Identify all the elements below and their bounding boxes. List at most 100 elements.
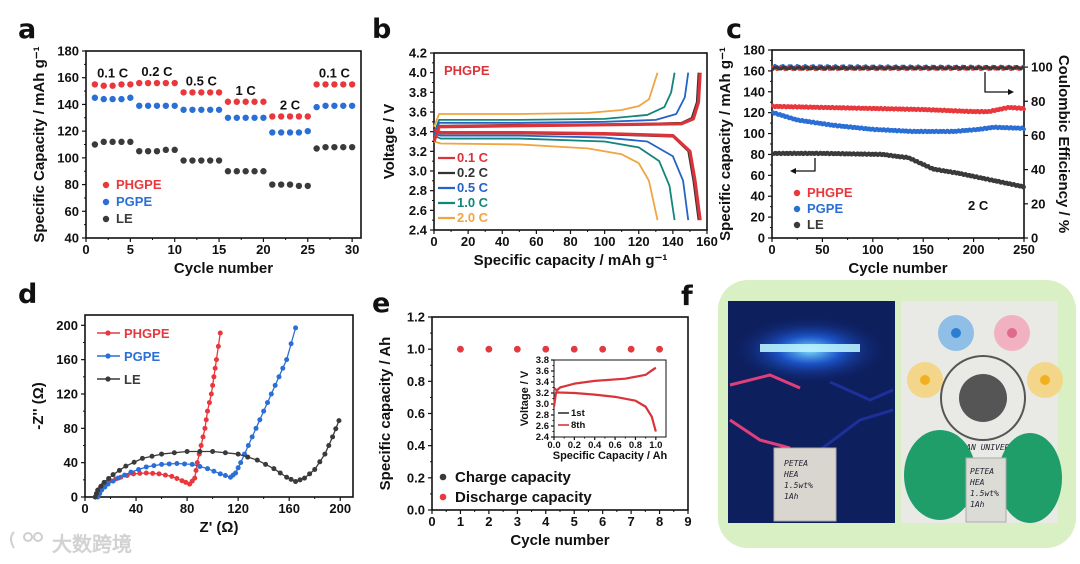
data-point	[127, 81, 134, 88]
y-tick-label: 40	[65, 231, 79, 246]
y-tick-label: 0.6	[407, 406, 425, 421]
x-axis-label: Cycle number	[510, 532, 609, 549]
data-point	[268, 391, 274, 397]
data-point	[224, 168, 232, 175]
blue-wire	[829, 380, 894, 402]
fan-hub	[1007, 328, 1017, 338]
data-point	[286, 113, 294, 120]
data-point	[288, 476, 294, 482]
x-tick-label: 1	[457, 514, 464, 529]
x-axis-label: Cycle number	[848, 260, 947, 277]
y-tick-label: 180	[57, 44, 79, 59]
data-point	[137, 470, 143, 476]
data-point	[313, 81, 320, 88]
data-point	[233, 98, 241, 105]
cell-label: 1.5wt%	[784, 481, 813, 490]
x-tick-label: 2	[485, 514, 492, 529]
data-point	[249, 434, 255, 440]
data-point	[313, 103, 320, 111]
x-axis-label: Specific capacity / mAh g⁻¹	[474, 252, 668, 269]
data-point	[123, 463, 129, 469]
data-point	[171, 450, 177, 456]
red-wire	[729, 418, 791, 450]
data-point	[197, 449, 203, 454]
data-point	[304, 113, 311, 120]
data-point	[340, 143, 347, 151]
panel-label: b	[372, 14, 391, 45]
panel-title-annotation: PHGPE	[444, 63, 490, 78]
data-point	[162, 146, 170, 154]
panel-label: c	[726, 14, 742, 45]
data-point	[91, 94, 99, 101]
data-point	[235, 465, 241, 471]
data-point	[189, 157, 196, 164]
data-point	[215, 157, 223, 164]
data-point	[210, 382, 216, 388]
data-point	[198, 106, 205, 113]
y-tick-label: 3.0	[409, 164, 427, 179]
x-tick-label: 20	[461, 234, 475, 249]
x-tick-label: 200	[963, 242, 985, 257]
data-point	[251, 98, 258, 105]
data-point	[99, 487, 105, 493]
red-wire	[729, 373, 801, 390]
y-tick-label: 80	[751, 147, 765, 162]
data-point	[205, 466, 211, 472]
data-point	[136, 102, 143, 109]
data-point	[330, 434, 336, 440]
data-point	[206, 89, 214, 96]
legend-marker	[793, 205, 801, 213]
data-point	[340, 102, 347, 109]
x-tick-label: 250	[1013, 242, 1035, 257]
right-glove	[998, 433, 1062, 523]
data-point	[136, 79, 143, 87]
legend-label: PGPE	[124, 349, 160, 364]
fan-hub	[920, 375, 930, 385]
y-tick-label: 60	[751, 168, 765, 183]
y-tick-label: 120	[743, 105, 765, 120]
legend-marker	[793, 189, 801, 197]
data-point	[257, 417, 263, 423]
data-point	[217, 330, 223, 336]
x-tick-label: 120	[227, 501, 249, 516]
seal-emblem	[959, 374, 1007, 422]
data-point	[269, 181, 276, 188]
rate-label: 1 C	[236, 83, 257, 98]
x-tick-label: 100	[862, 242, 884, 257]
data-point	[118, 95, 125, 103]
data-point	[118, 138, 125, 146]
data-point	[144, 79, 152, 87]
blue-wire	[819, 408, 894, 452]
panel-label: f	[681, 281, 693, 312]
y-tick-label: 4.2	[409, 46, 427, 61]
y-tick-label: 3.2	[536, 388, 549, 399]
data-point	[109, 138, 116, 146]
data-point	[222, 450, 228, 456]
data-point	[242, 114, 249, 121]
legend-marker	[439, 473, 447, 481]
left-glove	[904, 430, 976, 520]
legend-marker	[102, 181, 110, 189]
data-point	[261, 408, 267, 414]
y-tick-label: 140	[57, 97, 79, 112]
legend-marker	[105, 330, 111, 336]
legend-marker	[793, 221, 801, 229]
y-tick-label: 3.4	[409, 124, 428, 139]
y2-tick-label: 60	[1031, 128, 1045, 143]
discharge-curve	[433, 132, 690, 221]
charge-curve	[433, 72, 659, 128]
data-point	[293, 325, 299, 331]
fan-hub	[1040, 375, 1050, 385]
y-tick-label: 2.6	[409, 203, 427, 218]
data-point	[169, 473, 175, 479]
data-point	[284, 474, 290, 480]
data-point	[115, 475, 121, 481]
data-point	[233, 168, 241, 175]
rate-label: 0.5 C	[186, 73, 218, 88]
x-axis-label: Specific Capacity / Ah	[553, 450, 668, 462]
y-tick-label: 0	[758, 231, 765, 246]
data-point	[233, 114, 241, 121]
data-point	[206, 157, 214, 164]
data-point	[171, 102, 178, 109]
data-point	[166, 461, 172, 467]
